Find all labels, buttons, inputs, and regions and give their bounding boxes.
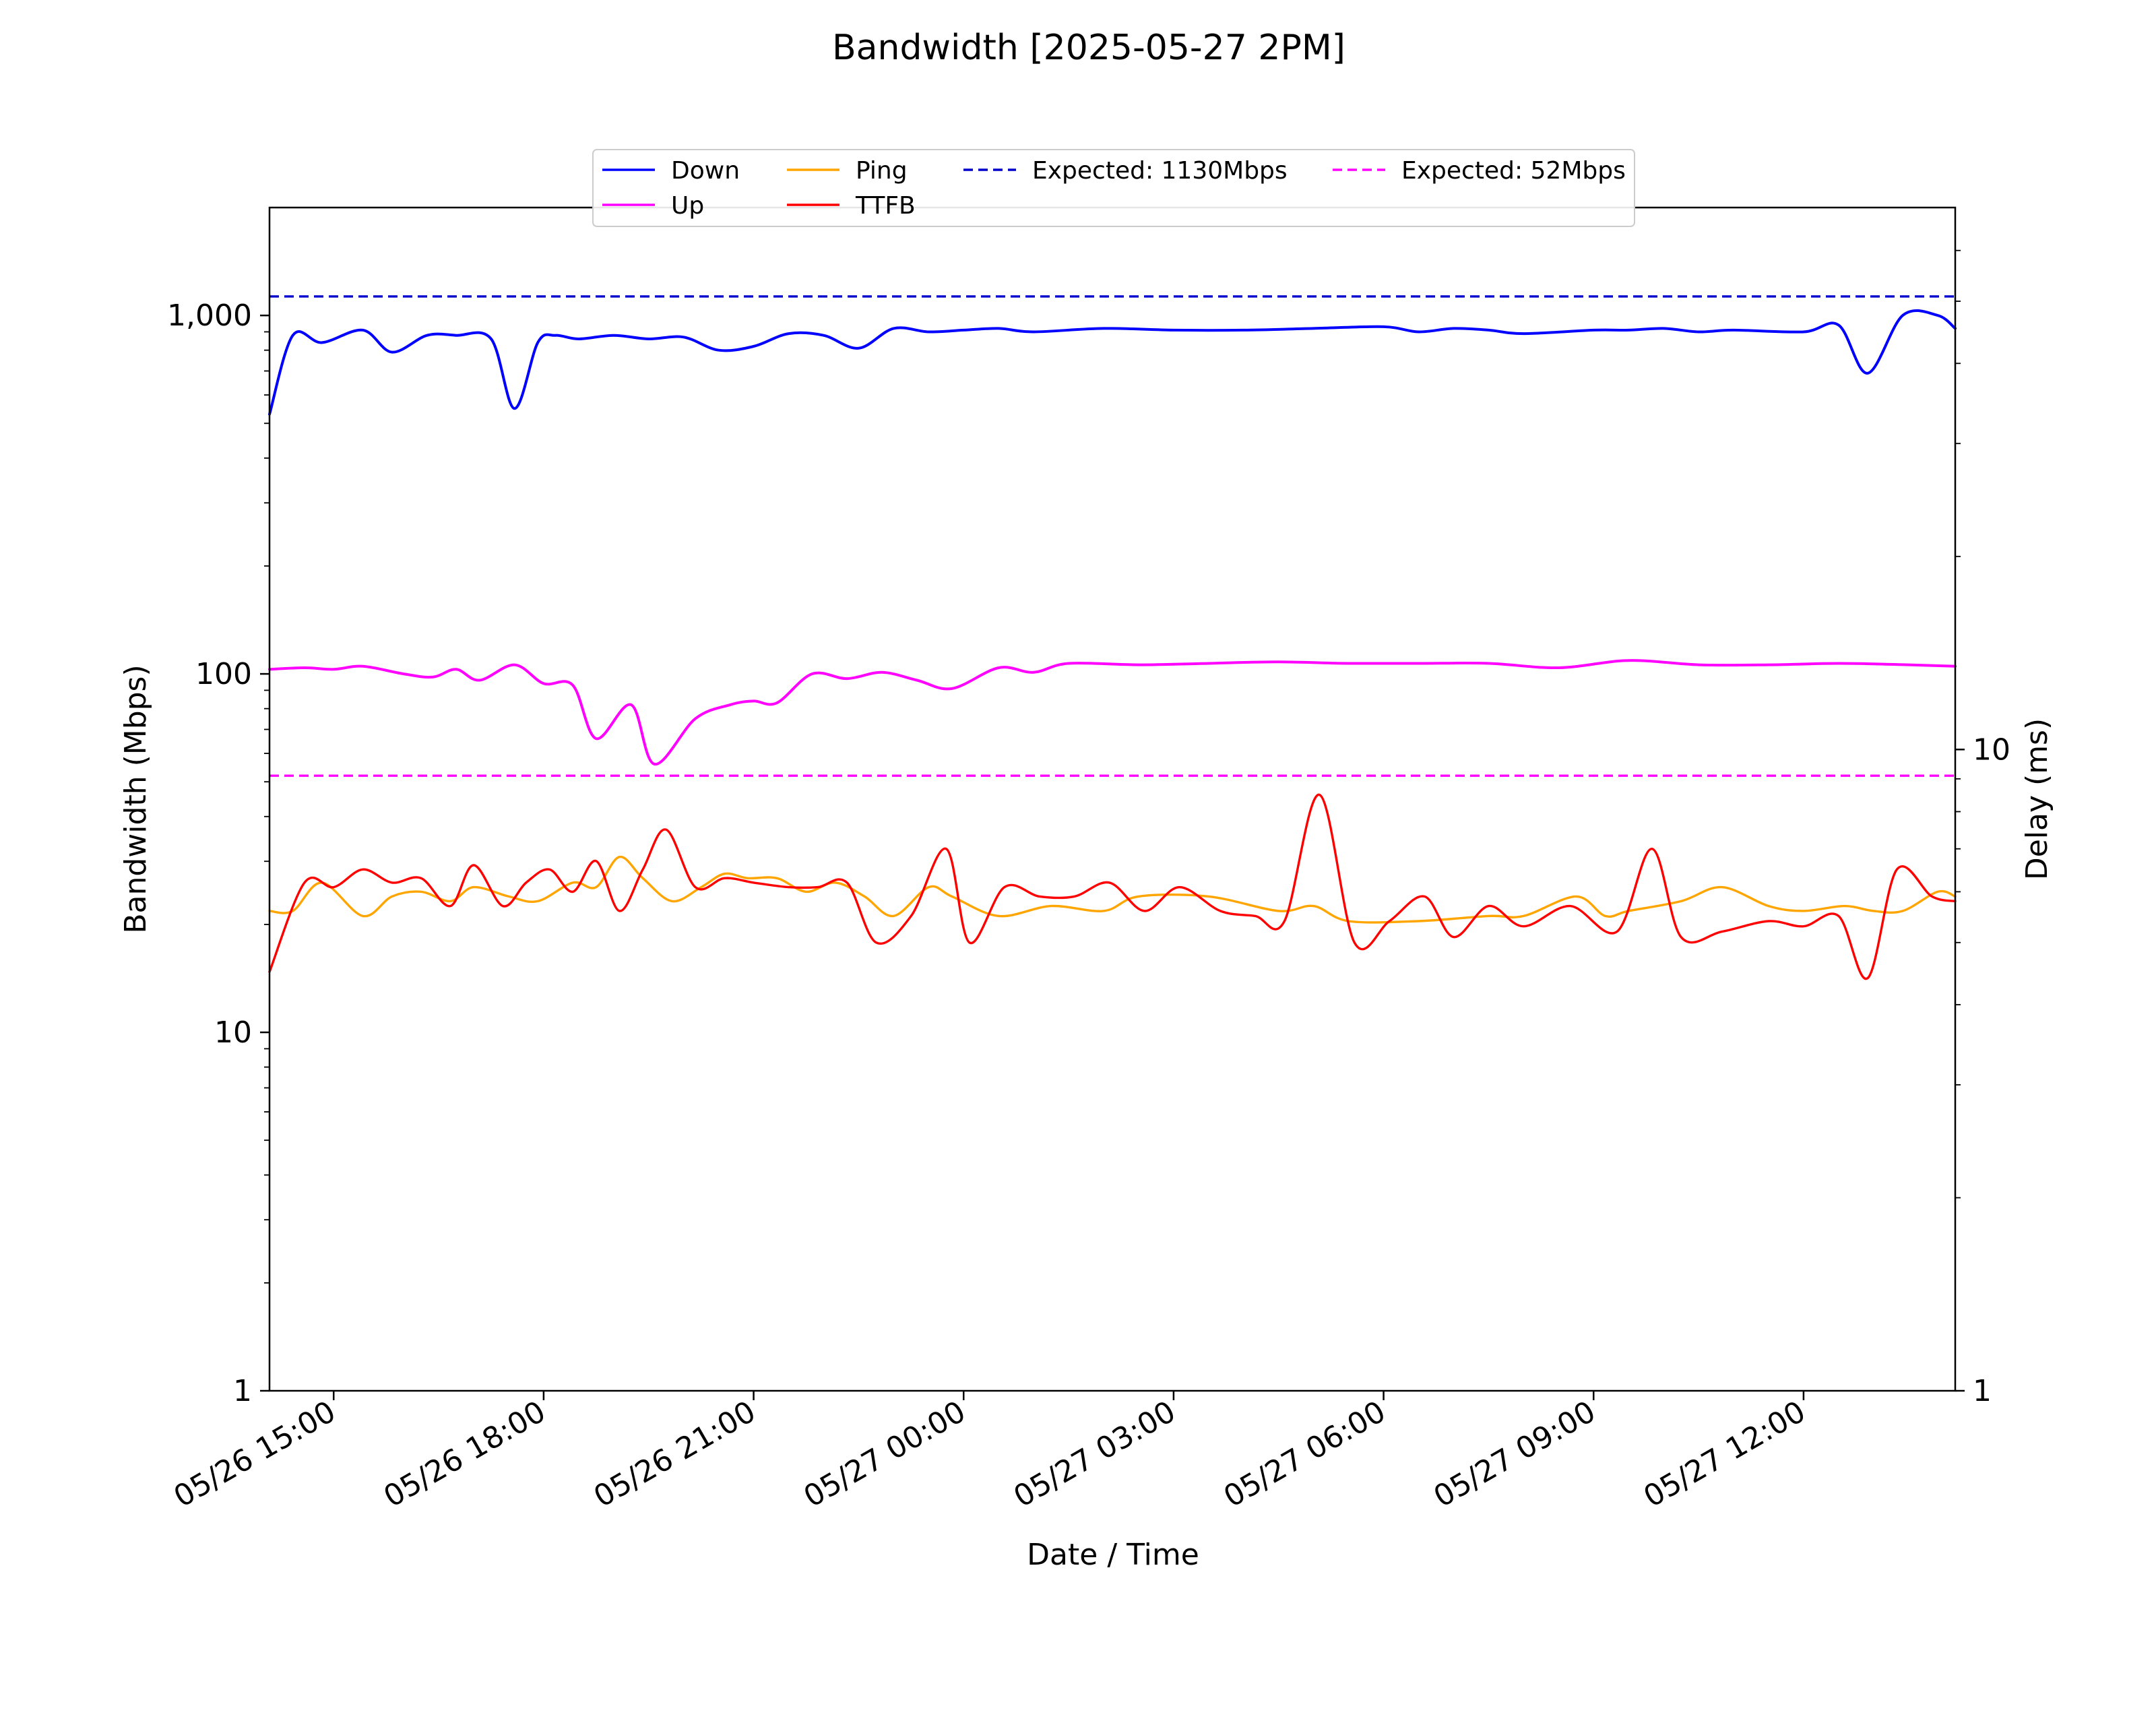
legend-label-ping: Ping — [856, 157, 908, 185]
x-tick-label: 05/27 06:00 — [1218, 1394, 1391, 1514]
x-axis-label: Date / Time — [1027, 1538, 1199, 1572]
y2-axis-label: Delay (ms) — [2020, 718, 2054, 880]
series-layer — [268, 295, 1957, 980]
x-axis: 05/26 15:00 05/26 18:00 05/26 21:00 05/27 0… — [168, 1391, 1811, 1514]
y-tick-label: 10 — [214, 1015, 252, 1050]
legend: Down Up Ping TTFB Expected: 1130Mbps Expected… — [592, 149, 1635, 227]
legend-label-up: Up — [671, 192, 704, 220]
series-line-ping — [268, 855, 1957, 924]
y-axis-right: 1 10 — [1955, 249, 2010, 1408]
y-tick-label: 1 — [233, 1374, 252, 1408]
legend-label-ttfb: TTFB — [855, 192, 916, 220]
series-line-down — [268, 309, 1957, 416]
x-tick-label: 05/26 21:00 — [588, 1394, 761, 1514]
x-tick-label: 05/27 12:00 — [1638, 1394, 1811, 1514]
y2-tick-label: 10 — [1973, 732, 2010, 767]
plot-area-frame — [268, 206, 1957, 1392]
y2-tick-label: 1 — [1973, 1374, 1992, 1408]
y-tick-label: 100 — [195, 657, 252, 691]
x-tick-label: 05/27 00:00 — [798, 1394, 971, 1514]
x-tick-label: 05/26 15:00 — [168, 1394, 341, 1514]
y-axis-left: 1 10 100 1,000 — [167, 299, 270, 1408]
y-tick-label: 1,000 — [167, 299, 252, 333]
legend-label-expected-1130mbps: Expected: 1130Mbps — [1032, 157, 1288, 185]
series-line-ttfb — [268, 793, 1957, 980]
chart-title: Bandwidth [2025-05-27 2PM] — [832, 28, 1345, 68]
legend-box — [592, 149, 1635, 227]
y-axis-label: Bandwidth (Mbps) — [119, 664, 153, 933]
series-line-up — [268, 659, 1957, 765]
legend-label-down: Down — [671, 157, 740, 185]
x-tick-label: 05/27 03:00 — [1008, 1394, 1181, 1514]
legend-label-expected-52mbps: Expected: 52Mbps — [1401, 157, 1626, 185]
x-tick-label: 05/26 18:00 — [378, 1394, 551, 1514]
x-tick-label: 05/27 09:00 — [1428, 1394, 1601, 1514]
